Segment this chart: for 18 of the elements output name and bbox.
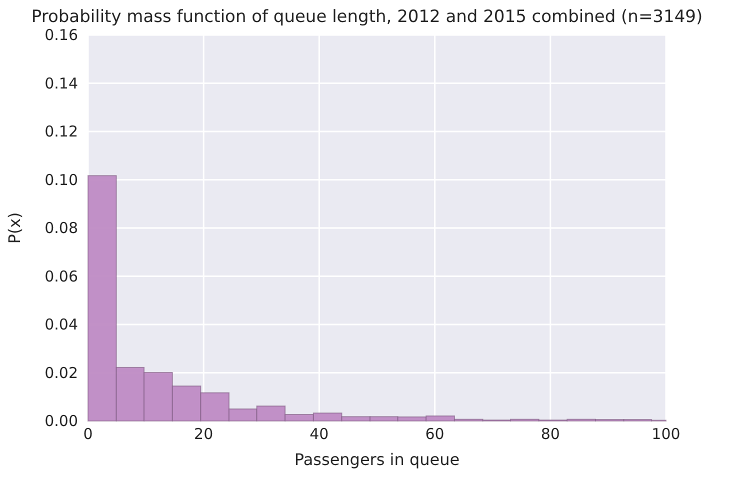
y-tick-label: 0.12 xyxy=(44,122,78,140)
x-tick-label: 0 xyxy=(83,425,93,443)
x-axis-title: Passengers in queue xyxy=(294,450,460,469)
y-tick-label: 0.14 xyxy=(44,74,78,92)
x-tick-label: 40 xyxy=(310,425,329,443)
y-tick-label: 0.10 xyxy=(44,170,78,189)
y-tick-label: 0.04 xyxy=(44,316,78,334)
y-tick-label: 0.06 xyxy=(44,267,78,286)
x-tick-label: 20 xyxy=(194,425,214,443)
y-tick-label: 0.16 xyxy=(44,26,78,44)
x-tick-label: 100 xyxy=(652,425,680,443)
y-tick-label: 0.02 xyxy=(44,364,78,382)
chart-title: Probability mass function of queue length, 2012 and 2015 combined (n=3149) xyxy=(31,7,703,27)
x-tick-label: 60 xyxy=(425,425,444,443)
x-tick-label: 80 xyxy=(540,425,560,443)
y-axis-title: P(x) xyxy=(5,212,24,244)
y-tick-label: 0.08 xyxy=(44,219,78,237)
y-tick-label: 0.00 xyxy=(44,412,78,430)
